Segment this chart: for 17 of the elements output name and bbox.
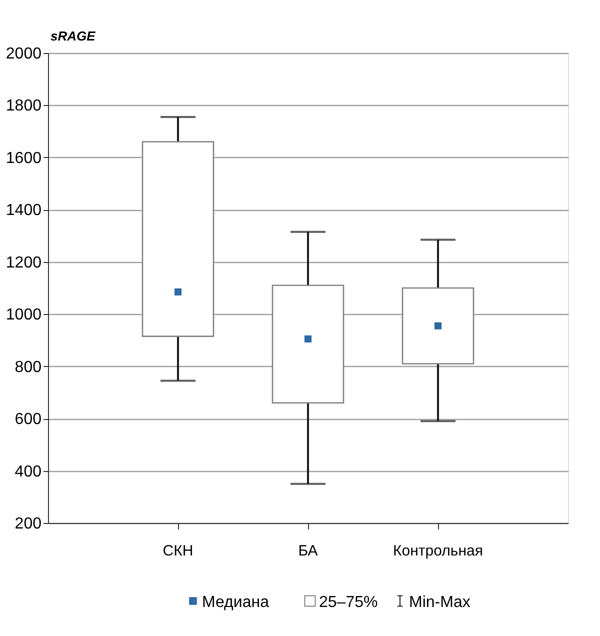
x-tick-label: СКН [162,542,194,560]
x-tick-label: БА [298,542,318,560]
y-tick-label: 1800 [6,98,42,115]
y-tick-label: 400 [14,463,42,480]
x-tick-label: Контрольная [393,542,483,560]
y-axis-title: sRAGE [50,28,96,44]
y-tick-label: 600 [14,411,42,428]
text: Медиана [202,594,270,611]
y-tick-label: 200 [14,516,42,532]
y-tick-label: 1400 [6,202,42,220]
y-tick-label: 1000 [6,306,42,324]
text: 25–75% [319,594,378,611]
y-tick-label: 2000 [6,46,42,62]
y-tick-label: 800 [14,358,42,376]
y-tick-label: 1200 [6,254,42,272]
text: Min-Max [409,594,470,611]
y-tick-label: 1600 [6,150,42,167]
